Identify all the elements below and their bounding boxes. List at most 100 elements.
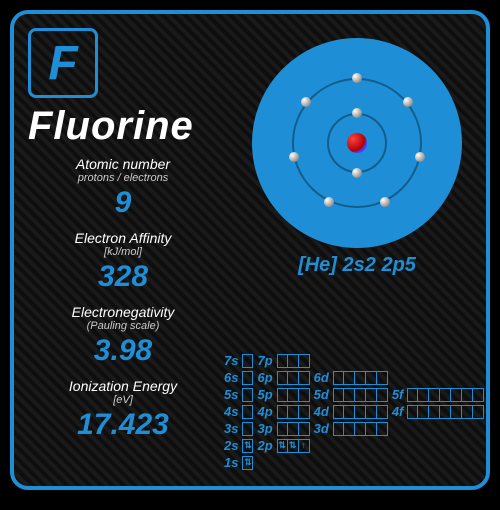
- orbital-box: [288, 371, 299, 385]
- property-label: Electron Affinity: [28, 230, 218, 246]
- orbital-row: 5s5p5d5f: [224, 387, 484, 402]
- orbital-box: [277, 405, 288, 419]
- orbital-boxes: [242, 354, 253, 368]
- orbital-box: [429, 388, 440, 402]
- orbital-box: [288, 354, 299, 368]
- orbital-boxes: ⇅: [242, 439, 253, 453]
- orbital-row: 4s4p4d4f: [224, 404, 484, 419]
- orbital-box: [377, 371, 388, 385]
- orbital-boxes: [333, 422, 388, 436]
- property-sublabel: [eV]: [28, 394, 218, 406]
- orbital-boxes: [277, 388, 310, 402]
- orbital-label: 6p: [257, 370, 272, 385]
- electron: [352, 73, 362, 83]
- property-value: 9: [28, 186, 218, 220]
- orbital-row: 6s6p6d: [224, 370, 484, 385]
- orbital-box: [377, 405, 388, 419]
- element-name: Fluorine: [28, 104, 194, 149]
- orbital-label: 5s: [224, 387, 238, 402]
- orbital-box: [407, 388, 418, 402]
- orbital-box: [451, 388, 462, 402]
- orbital-box: [242, 388, 253, 402]
- orbital-box: [242, 371, 253, 385]
- orbital-label: 3p: [257, 421, 272, 436]
- orbital-box: [277, 388, 288, 402]
- orbital-box: [299, 354, 310, 368]
- orbital-box: [299, 388, 310, 402]
- orbital-boxes: [333, 388, 388, 402]
- orbital-box: [440, 405, 451, 419]
- orbital-box: [277, 371, 288, 385]
- orbital-boxes: [242, 405, 253, 419]
- property: Electronegativity (Pauling scale) 3.98: [28, 304, 218, 368]
- orbital-box: [242, 422, 253, 436]
- orbital-box: [344, 388, 355, 402]
- orbital-box: ↑: [299, 439, 310, 453]
- orbital-label: 7s: [224, 353, 238, 368]
- orbital-boxes: [407, 405, 484, 419]
- property-sublabel: [kJ/mol]: [28, 246, 218, 258]
- orbital-box: ⇅: [277, 439, 288, 453]
- property: Atomic number protons / electrons 9: [28, 156, 218, 220]
- orbital-box: [333, 405, 344, 419]
- orbital-boxes: [277, 354, 310, 368]
- orbital-box: [418, 388, 429, 402]
- property-value: 3.98: [28, 334, 218, 368]
- orbital-label: 5p: [257, 387, 272, 402]
- orbital-box: [333, 371, 344, 385]
- orbital-box: ⇅: [288, 439, 299, 453]
- orbital-box: [288, 422, 299, 436]
- orbital-box: [473, 405, 484, 419]
- orbital-boxes: [333, 371, 388, 385]
- orbital-box: [277, 354, 288, 368]
- orbital-boxes: [407, 388, 484, 402]
- orbital-label: 4f: [392, 404, 404, 419]
- orbital-boxes: [242, 371, 253, 385]
- nucleus: [347, 133, 367, 153]
- orbital-boxes: [277, 371, 310, 385]
- orbital-box: [277, 422, 288, 436]
- orbital-box: [462, 405, 473, 419]
- orbital-box: [407, 405, 418, 419]
- property-label: Atomic number: [28, 156, 218, 172]
- electron: [352, 108, 362, 118]
- orbital-box: [344, 422, 355, 436]
- orbital-row: 7s7p: [224, 353, 484, 368]
- orbital-box: [242, 354, 253, 368]
- orbital-boxes: [242, 422, 253, 436]
- property-value: 17.423: [28, 408, 218, 442]
- orbital-box: [333, 388, 344, 402]
- orbital-boxes: ⇅: [242, 456, 253, 470]
- orbital-row: 1s⇅: [224, 455, 484, 470]
- property-sublabel: protons / electrons: [28, 172, 218, 184]
- orbital-box: [242, 405, 253, 419]
- electron: [324, 197, 334, 207]
- orbital-box: [288, 405, 299, 419]
- orbital-row: 3s3p3d: [224, 421, 484, 436]
- element-card: F Fluorine Atomic number protons / elect…: [10, 10, 490, 490]
- orbital-box: [355, 422, 366, 436]
- property-value: 328: [28, 260, 218, 294]
- property-label: Electronegativity: [28, 304, 218, 320]
- orbital-box: [355, 371, 366, 385]
- orbital-box: [299, 371, 310, 385]
- orbital-box: [366, 388, 377, 402]
- orbital-box: [429, 405, 440, 419]
- orbital-boxes: [333, 405, 388, 419]
- property: Electron Affinity [kJ/mol] 328: [28, 230, 218, 294]
- orbital-box: [333, 422, 344, 436]
- orbital-label: 2p: [257, 438, 272, 453]
- atom-diagram: [252, 38, 462, 248]
- orbital-box: [377, 388, 388, 402]
- orbital-box: [344, 405, 355, 419]
- orbital-box: [462, 388, 473, 402]
- orbital-box: [418, 405, 429, 419]
- symbol-box: F: [28, 28, 98, 98]
- orbital-box: [366, 405, 377, 419]
- orbital-table: 7s7p6s6p6d5s5p5d5f4s4p4d4f3s3p3d2s⇅2p⇅⇅↑…: [224, 351, 484, 470]
- orbital-box: [344, 371, 355, 385]
- orbital-label: 6d: [314, 370, 329, 385]
- orbital-box: [473, 388, 484, 402]
- orbital-row: 2s⇅2p⇅⇅↑: [224, 438, 484, 453]
- orbital-box: [377, 422, 388, 436]
